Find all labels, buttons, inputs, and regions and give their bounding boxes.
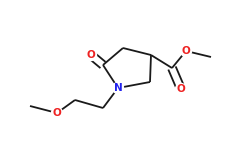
Text: O: O bbox=[176, 84, 186, 94]
Text: O: O bbox=[52, 108, 62, 118]
Circle shape bbox=[112, 82, 124, 93]
Text: O: O bbox=[87, 50, 96, 60]
Text: O: O bbox=[182, 46, 190, 56]
Text: N: N bbox=[114, 83, 122, 93]
Circle shape bbox=[86, 50, 96, 60]
Circle shape bbox=[176, 84, 186, 94]
Circle shape bbox=[52, 108, 62, 118]
Circle shape bbox=[180, 45, 192, 57]
